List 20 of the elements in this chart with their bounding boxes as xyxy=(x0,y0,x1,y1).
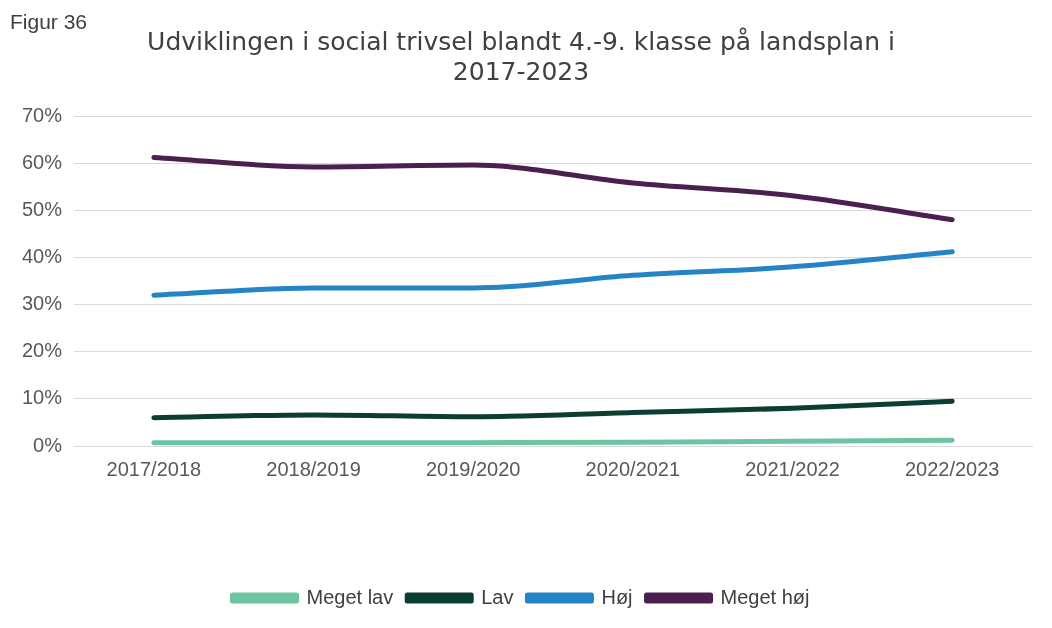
x-tick-label: 2019/2020 xyxy=(425,457,521,480)
x-tick-label: 2017/2018 xyxy=(106,457,202,480)
x-tick-label: 2020/2021 xyxy=(585,457,681,480)
y-tick-label: 50% xyxy=(22,197,63,220)
y-tick-label: 30% xyxy=(22,292,63,315)
x-tick-label: 2022/2023 xyxy=(904,457,1000,480)
y-tick-label: 10% xyxy=(22,386,63,409)
y-tick-label: 40% xyxy=(22,244,63,267)
y-tick-label: 70% xyxy=(22,103,63,126)
y-tick-label: 60% xyxy=(22,150,63,173)
legend-label: Høj xyxy=(601,585,633,608)
y-tick-label: 0% xyxy=(33,433,63,456)
legend-label: Lav xyxy=(481,585,514,608)
chart-title: Udviklingen i social trivsel blandt 4.-9. klasse på landsplan i 2017-2023 xyxy=(147,26,895,86)
x-tick-label: 2021/2022 xyxy=(745,457,840,480)
text: Figur 36 xyxy=(10,10,88,34)
legend-label: Meget høj xyxy=(720,585,810,608)
legend-label: Meget lav xyxy=(306,585,394,608)
x-tick-label: 2018/2019 xyxy=(266,457,361,480)
y-tick-label: 20% xyxy=(22,339,63,362)
